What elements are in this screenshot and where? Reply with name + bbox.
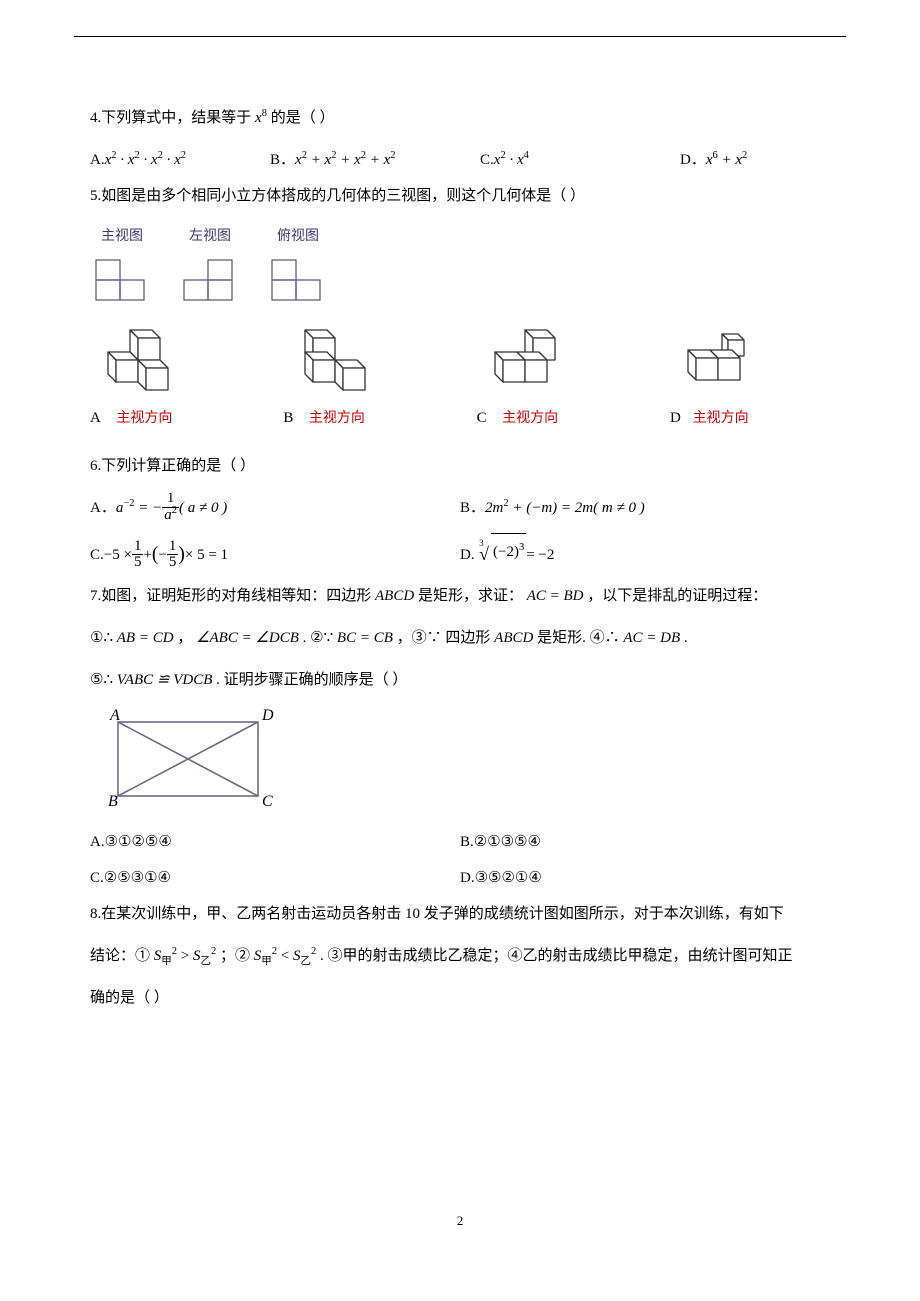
- view-left-svg: [178, 254, 242, 306]
- q7-opt-a: A.③①②⑤④: [90, 824, 460, 860]
- q6-opt-a: A． a−2 = − 1a2 ( a ≠ 0 ): [90, 490, 460, 526]
- view-top-label: 俯视图: [266, 220, 330, 254]
- q4-options: A. x2 · x2 · x2 · x2 B． x2 + x2 + x2 + x…: [90, 142, 830, 178]
- cube-icon: [670, 322, 770, 400]
- cube-icon: [283, 322, 383, 400]
- view-front-svg: [90, 254, 154, 306]
- q7-line3: ⑤∴ VABC ≌ VDCB . 证明步骤正确的顺序是（ ）: [90, 662, 830, 698]
- q8-line3: 确的是（ ）: [90, 980, 830, 1016]
- q7-opt-c: C.②⑤③①④: [90, 860, 460, 896]
- opt-letter: A: [90, 400, 101, 436]
- q4-opt-a: A. x2 · x2 · x2 · x2: [90, 142, 270, 178]
- q7-figure: A D B C: [90, 704, 830, 814]
- q7-line1: 7.如图，证明矩形的对角线相等知：四边形 ABCD 是矩形，求证： AC = B…: [90, 578, 830, 614]
- q7-options: A.③①②⑤④ B.②①③⑤④ C.②⑤③①④ D.③⑤②①④: [90, 824, 830, 896]
- q5-opt-a: A 主视方向: [90, 322, 250, 436]
- svg-text:C: C: [262, 793, 273, 810]
- q4: 4.下列算式中，结果等于 x8 的是（ ）: [90, 100, 830, 136]
- view-front-label: 主视图: [90, 220, 154, 254]
- cap: 主视方向: [309, 402, 365, 436]
- top-rule: [74, 36, 846, 37]
- q6-options: A． a−2 = − 1a2 ( a ≠ 0 ) B． 2m2 + (−m) =…: [90, 490, 830, 579]
- q5-views: 主视图 左视图 俯视图: [90, 220, 830, 306]
- q8-line1: 8.在某次训练中，甲、乙两名射击运动员各射击 10 发子弹的成绩统计图如图所示，…: [90, 896, 830, 932]
- q4-opt-c: C. x2 · x4: [480, 142, 680, 178]
- view-top-svg: [266, 254, 330, 306]
- q5-options: A 主视方向 B 主视方向 C 主视方向: [90, 322, 830, 436]
- rectangle-diagonals: A D B C: [90, 704, 280, 814]
- q4-opt-d: D． x6 + x2: [680, 142, 810, 178]
- q6-opt-c: C. −5 × 15 + ( − 15 ) × 5 = 1: [90, 526, 460, 579]
- opt-letter: B: [283, 400, 293, 436]
- q4-stem-a: 4.下列算式中，结果等于: [90, 110, 251, 126]
- svg-text:B: B: [108, 793, 118, 810]
- q4-x8: x8: [255, 110, 267, 126]
- page-number: 2: [0, 1205, 920, 1236]
- view-front: 主视图: [90, 220, 154, 306]
- cap: 主视方向: [693, 402, 749, 436]
- q4-opt-b: B． x2 + x2 + x2 + x2: [270, 142, 480, 178]
- cube-icon: [477, 322, 577, 400]
- q7-line2: ①∴ AB = CD ， ∠ABC = ∠DCB . ②∵ BC = CB ，③…: [90, 620, 830, 656]
- q5-opt-b: B 主视方向: [283, 322, 443, 436]
- page: 4.下列算式中，结果等于 x8 的是（ ） A. x2 · x2 · x2 · …: [0, 0, 920, 1260]
- opt-letter: D: [670, 400, 681, 436]
- q6-opt-b: B． 2m2 + (−m) = 2m ( m ≠ 0 ): [460, 490, 830, 526]
- view-left: 左视图: [178, 220, 242, 306]
- opt-letter: C: [477, 400, 487, 436]
- q5-opt-c: C 主视方向: [477, 322, 637, 436]
- view-top: 俯视图: [266, 220, 330, 306]
- svg-text:D: D: [261, 707, 274, 724]
- q7-opt-d: D.③⑤②①④: [460, 860, 830, 896]
- q7-opt-b: B.②①③⑤④: [460, 824, 830, 860]
- q5-stem: 5.如图是由多个相同小立方体搭成的几何体的三视图，则这个几何体是（ ）: [90, 178, 830, 214]
- q8-line2: 结论：① S甲2 > S乙2 ；② S甲2 < S乙2 . ③甲的射击成绩比乙稳…: [90, 938, 830, 974]
- q4-stem-b: 的是（ ）: [271, 110, 335, 126]
- cap: 主视方向: [116, 402, 172, 436]
- q6-stem: 6.下列计算正确的是（ ）: [90, 448, 830, 484]
- view-left-label: 左视图: [178, 220, 242, 254]
- svg-text:A: A: [109, 707, 120, 724]
- cube-icon: [90, 322, 190, 400]
- q5-opt-d: D 主视方向: [670, 322, 830, 436]
- q6-opt-d: D. 3√(−2)3 = −2: [460, 526, 830, 579]
- cap: 主视方向: [502, 402, 558, 436]
